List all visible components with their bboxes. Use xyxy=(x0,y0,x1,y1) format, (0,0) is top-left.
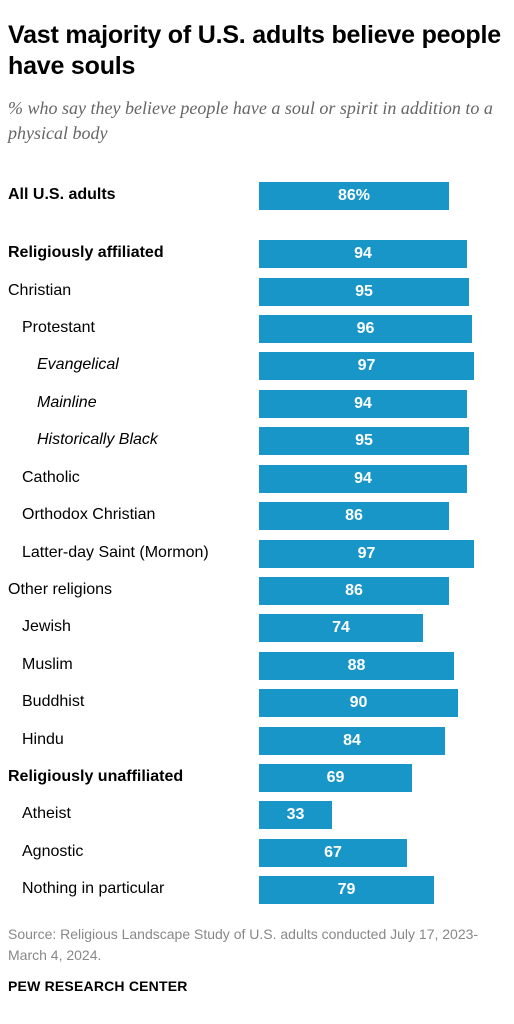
category-label: Muslim xyxy=(22,656,73,673)
value-label: 94 xyxy=(354,470,372,487)
bar xyxy=(259,540,474,568)
value-label: 97 xyxy=(357,545,376,562)
bar xyxy=(259,764,412,792)
chart-subtitle: % who say they believe people have a sou… xyxy=(8,98,493,143)
category-label: All U.S. adults xyxy=(8,186,116,203)
bar-row: Latter-day Saint (Mormon) 97 xyxy=(0,538,514,568)
bar-row: Catholic 94 xyxy=(0,463,514,493)
bar xyxy=(259,278,469,306)
brand-logo-text: PEW RESEARCH CENTER xyxy=(8,978,188,994)
bar-row: Christian 95 xyxy=(0,276,514,306)
bar-row: Jewish 74 xyxy=(0,612,514,642)
value-label: 94 xyxy=(354,245,372,262)
value-label: 86% xyxy=(337,187,371,204)
bar-row: Mainline 94 xyxy=(0,388,514,418)
category-label: Christian xyxy=(8,282,72,299)
value-label: 67 xyxy=(324,844,342,861)
bar-row: Muslim 88 xyxy=(0,650,514,680)
bar-row: Nothing in particular 79 xyxy=(0,874,514,904)
bar xyxy=(259,427,469,455)
bar xyxy=(259,876,434,904)
bar-row: Evangelical 97 xyxy=(0,350,514,380)
bar xyxy=(259,652,454,680)
bar-row: Other religions 86 xyxy=(0,575,514,605)
bar-row: All U.S. adults 86% xyxy=(0,180,514,210)
value-label: 86 xyxy=(345,582,363,599)
category-label: Religiously unaffiliated xyxy=(8,768,184,785)
value-label: 69 xyxy=(326,769,345,786)
bar xyxy=(259,240,467,268)
bar-row: Religiously affiliated 94 xyxy=(0,238,514,268)
value-label: 86 xyxy=(345,507,363,524)
source-note: Source: Religious Landscape Study of U.S… xyxy=(8,926,479,963)
value-label: 90 xyxy=(349,694,368,711)
value-label: 88 xyxy=(347,657,366,674)
category-label: Mainline xyxy=(37,394,97,411)
bar-row: Protestant 96 xyxy=(0,313,514,343)
bar xyxy=(259,577,449,605)
value-label: 33 xyxy=(286,806,305,823)
category-label: Agnostic xyxy=(22,843,84,860)
bar xyxy=(259,502,449,530)
bar xyxy=(259,689,458,717)
bar xyxy=(259,390,467,418)
bar xyxy=(259,182,449,210)
bar-row: Historically Black 95 xyxy=(0,425,514,455)
category-label: Protestant xyxy=(22,319,95,336)
bar-row: Hindu 84 xyxy=(0,725,514,755)
category-label: Atheist xyxy=(22,805,71,822)
category-label: Latter-day Saint (Mormon) xyxy=(22,544,209,561)
bar xyxy=(259,315,472,343)
bar-row: Agnostic 67 xyxy=(0,837,514,867)
value-label: 94 xyxy=(354,395,372,412)
bar xyxy=(259,352,474,380)
category-label: Nothing in particular xyxy=(22,880,165,897)
value-label: 84 xyxy=(343,732,361,749)
bar-row: Atheist 33 xyxy=(0,799,514,829)
value-label: 97 xyxy=(357,357,376,374)
bar xyxy=(259,465,467,493)
category-label: Catholic xyxy=(22,469,80,486)
category-label: Religiously affiliated xyxy=(8,244,164,261)
category-label: Orthodox Christian xyxy=(22,506,156,523)
bar xyxy=(259,801,332,829)
value-label: 74 xyxy=(332,619,350,636)
bar xyxy=(259,839,407,867)
value-label: 79 xyxy=(337,881,356,898)
value-label: 95 xyxy=(355,283,373,300)
value-label: 96 xyxy=(356,320,375,337)
chart-title: Vast majority of U.S. adults believe peo… xyxy=(8,21,501,80)
value-label: 95 xyxy=(355,432,373,449)
category-label: Historically Black xyxy=(37,431,158,448)
category-label: Other religions xyxy=(8,581,113,598)
category-label: Hindu xyxy=(22,731,64,748)
category-label: Evangelical xyxy=(37,356,119,373)
bar-chart: All U.S. adults 86% Religiously affiliated… xyxy=(0,180,514,904)
bar xyxy=(259,614,423,642)
category-label: Buddhist xyxy=(22,693,85,710)
bar-row: Buddhist 90 xyxy=(0,687,514,717)
bar-row: Orthodox Christian 86 xyxy=(0,500,514,530)
bar-row: Religiously unaffiliated 69 xyxy=(0,762,514,792)
bar xyxy=(259,727,445,755)
category-label: Jewish xyxy=(22,618,71,635)
